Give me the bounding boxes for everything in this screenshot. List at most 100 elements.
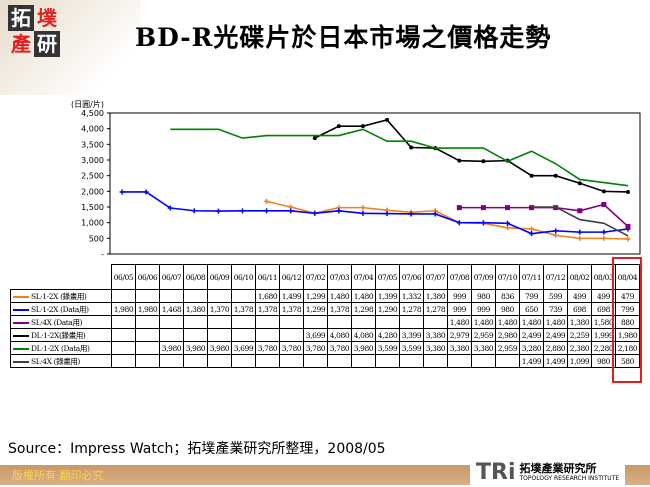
logo-char: 研 xyxy=(34,31,60,57)
logo-char: 產 xyxy=(11,32,31,56)
data-label: 580 xyxy=(615,354,640,368)
series-name: DL‧1-2X (Data用) xyxy=(31,343,90,353)
data-label xyxy=(327,315,352,329)
data-label: 3,780 xyxy=(303,341,328,355)
data-label: 1,980 xyxy=(135,302,160,316)
data-label: 3,380 xyxy=(423,328,448,342)
data-label xyxy=(183,315,208,329)
series-name: SL‧1-2X (錄畫用) xyxy=(31,291,87,301)
table-row: SL‧1-2X (錄畫用) 1,680 1,499 1,299 1,480 1,480 1,… xyxy=(10,289,640,303)
data-point xyxy=(553,228,559,234)
series-4 xyxy=(170,128,629,187)
data-label xyxy=(279,315,304,329)
brand-en: TOPOLOGY RESEARCH INSTITUTE xyxy=(519,475,620,482)
y-tick-label: 1,000 xyxy=(81,219,104,228)
data-label: 3,380 xyxy=(447,341,472,355)
data-label: 1,290 xyxy=(375,302,400,316)
data-label: 599 xyxy=(543,289,568,303)
data-label: 999 xyxy=(471,302,496,316)
source-note: Source：Impress Watch；拓墣產業研究所整理，2008/05 xyxy=(8,441,386,457)
legend-entry: SL‧1-2X (錄畫用) xyxy=(10,289,112,303)
data-label: 1,299 xyxy=(303,289,328,303)
data-label: 2,880 xyxy=(543,341,568,355)
y-tick-label: 4,500 xyxy=(81,109,104,118)
data-label xyxy=(207,354,232,368)
data-point xyxy=(143,189,149,195)
data-label: 1,332 xyxy=(399,289,424,303)
data-label xyxy=(447,354,472,368)
data-label xyxy=(207,328,232,342)
data-label: 1,299 xyxy=(303,302,328,316)
table-row: SL‧4X (錄畫用) 1,499 1,499 1,099 980 580 xyxy=(10,354,640,368)
logo-char: 墣 xyxy=(37,6,57,30)
x-tick-label: 06/09 xyxy=(207,264,232,290)
data-label xyxy=(135,315,160,329)
data-point xyxy=(312,136,317,141)
x-tick-label: 06/12 xyxy=(279,264,304,290)
legend-swatch xyxy=(13,334,29,337)
data-point xyxy=(119,189,125,195)
legend-entry: SL‧4X (Data用) xyxy=(10,315,112,329)
data-label: 1,099 xyxy=(567,354,592,368)
table-corner xyxy=(10,264,112,290)
data-point xyxy=(360,210,366,216)
data-label: 3,280 xyxy=(519,341,544,355)
legend-swatch xyxy=(13,295,29,298)
x-tick-label: 07/02 xyxy=(303,264,328,290)
data-label: 3,980 xyxy=(183,341,208,355)
data-label xyxy=(231,328,256,342)
data-point xyxy=(505,220,510,226)
data-label xyxy=(231,315,256,329)
data-label: 1,480 xyxy=(519,315,544,329)
data-point xyxy=(409,145,414,150)
data-label: 698 xyxy=(567,302,592,316)
x-tick-label: 06/06 xyxy=(135,264,160,290)
data-point xyxy=(215,208,221,214)
legend-swatch xyxy=(13,321,29,324)
data-label xyxy=(207,289,232,303)
data-point xyxy=(336,208,342,214)
data-point xyxy=(577,208,583,214)
data-label xyxy=(495,354,520,368)
data-point xyxy=(529,231,535,237)
data-label xyxy=(423,315,448,329)
data-label xyxy=(327,354,352,368)
data-point xyxy=(601,201,607,207)
x-tick-label: 06/07 xyxy=(159,264,184,290)
x-tick-label: 07/11 xyxy=(519,264,544,290)
series-3 xyxy=(312,117,630,194)
data-label: 1,480 xyxy=(447,315,472,329)
data-label: 799 xyxy=(519,289,544,303)
x-tick-label: 07/12 xyxy=(543,264,568,290)
data-label: 2,380 xyxy=(567,341,592,355)
data-point xyxy=(384,211,390,217)
data-label: 980 xyxy=(495,302,520,316)
data-label: 1,499 xyxy=(519,354,544,368)
legend-swatch xyxy=(13,360,29,363)
data-point xyxy=(553,173,558,178)
data-label xyxy=(471,354,496,368)
data-label: 3,980 xyxy=(351,341,376,355)
data-label xyxy=(207,315,232,329)
data-point xyxy=(264,198,270,204)
table-row: DL‧1-2X(錄畫用) 3,699 4,080 4,080 4,280 3,399 3,3… xyxy=(10,328,640,342)
data-label xyxy=(279,354,304,368)
x-tick-label: 06/08 xyxy=(183,264,208,290)
data-point xyxy=(191,208,197,214)
data-label: 1,468 xyxy=(159,302,184,316)
data-label: 3,780 xyxy=(255,341,280,355)
legend-swatch xyxy=(13,308,29,311)
data-label xyxy=(183,354,208,368)
data-label: 1,278 xyxy=(423,302,448,316)
data-label xyxy=(423,354,448,368)
y-tick-label: 2,000 xyxy=(81,187,104,196)
data-label xyxy=(183,289,208,303)
data-point xyxy=(385,117,390,122)
data-point xyxy=(529,173,534,178)
data-label xyxy=(399,354,424,368)
x-tick-label: 07/05 xyxy=(375,264,400,290)
data-point xyxy=(456,220,462,226)
y-tick-label: 1,500 xyxy=(81,203,104,212)
data-point xyxy=(288,208,294,214)
legend-entry: SL‧1-2X (Data用) xyxy=(10,302,112,316)
